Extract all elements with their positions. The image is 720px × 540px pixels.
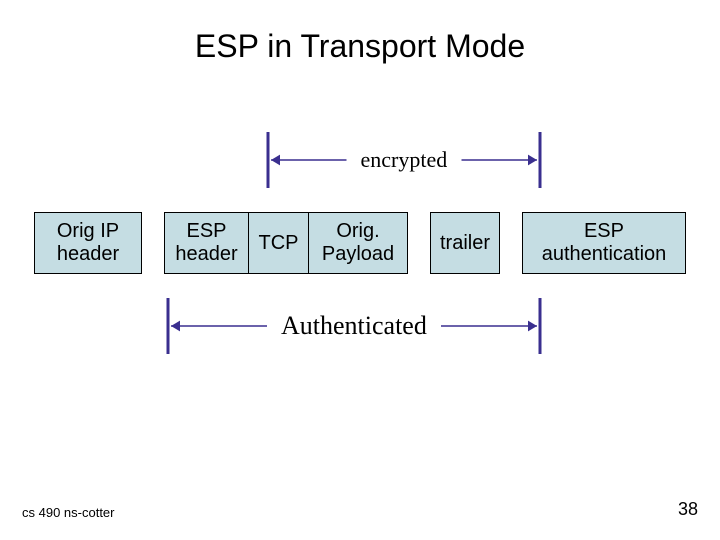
- authenticated-bracket: [0, 0, 720, 540]
- footer-left: cs 490 ns-cotter: [22, 505, 115, 520]
- authenticated-label: Authenticated: [281, 311, 427, 341]
- footer-right: 38: [678, 499, 698, 520]
